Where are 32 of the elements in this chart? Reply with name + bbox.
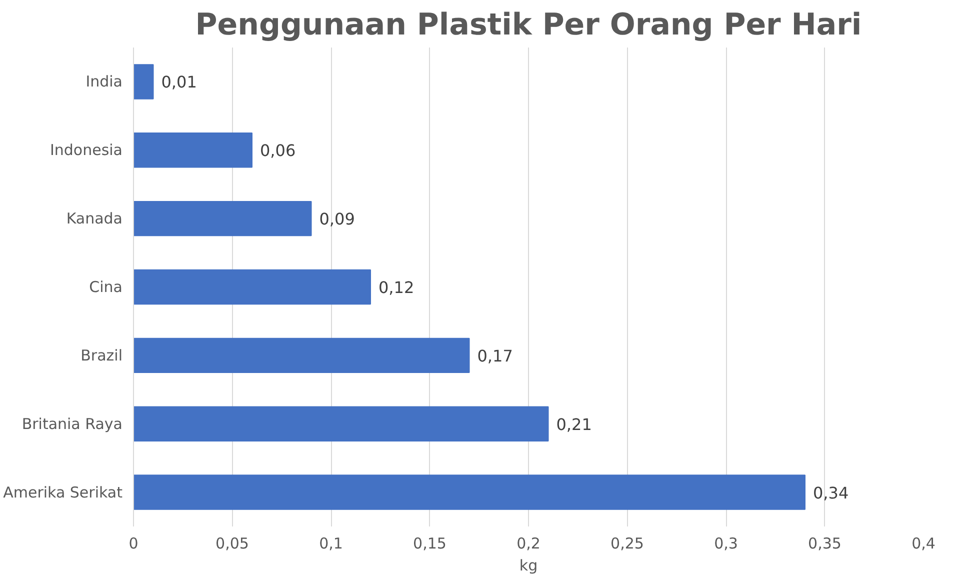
y-tick-label: Cina: [89, 278, 123, 296]
x-tick-label: 0,05: [216, 534, 249, 552]
bar: [134, 474, 806, 510]
data-label: 0,09: [319, 210, 355, 229]
x-tick-label: 0,4: [912, 534, 936, 552]
y-tick-label: Amerika Serikat: [3, 483, 123, 502]
data-label: 0,34: [813, 483, 849, 502]
y-tick-label: Kanada: [66, 210, 123, 228]
x-axis-title: kg: [519, 556, 538, 574]
x-tick-label: 0: [128, 534, 138, 552]
x-tick-label: 0,2: [516, 534, 540, 552]
chart-title: Penggunaan Plastik Per Orang Per Hari: [195, 8, 862, 42]
x-tick-label: 0,25: [610, 534, 644, 552]
data-label: 0,17: [477, 346, 513, 366]
bar: [134, 64, 154, 100]
y-tick-label: India: [86, 72, 122, 91]
data-label: 0,12: [378, 278, 414, 297]
data-label: 0,21: [556, 414, 592, 434]
bar: [134, 132, 252, 168]
x-tick-label: 0,15: [413, 534, 446, 552]
bar: [134, 200, 312, 236]
bar: [134, 338, 470, 374]
y-tick-label: Britania Raya: [22, 414, 122, 433]
data-label: 0,01: [161, 72, 197, 92]
bar: [134, 269, 371, 305]
x-tick-label: 0,1: [319, 534, 343, 552]
y-tick-label: Indonesia: [50, 141, 123, 160]
data-label: 0,06: [260, 141, 296, 160]
bar: [134, 406, 549, 442]
x-tick-label: 0,35: [808, 534, 842, 552]
y-tick-label: Brazil: [80, 346, 122, 364]
x-tick-label: 0,3: [714, 534, 738, 552]
